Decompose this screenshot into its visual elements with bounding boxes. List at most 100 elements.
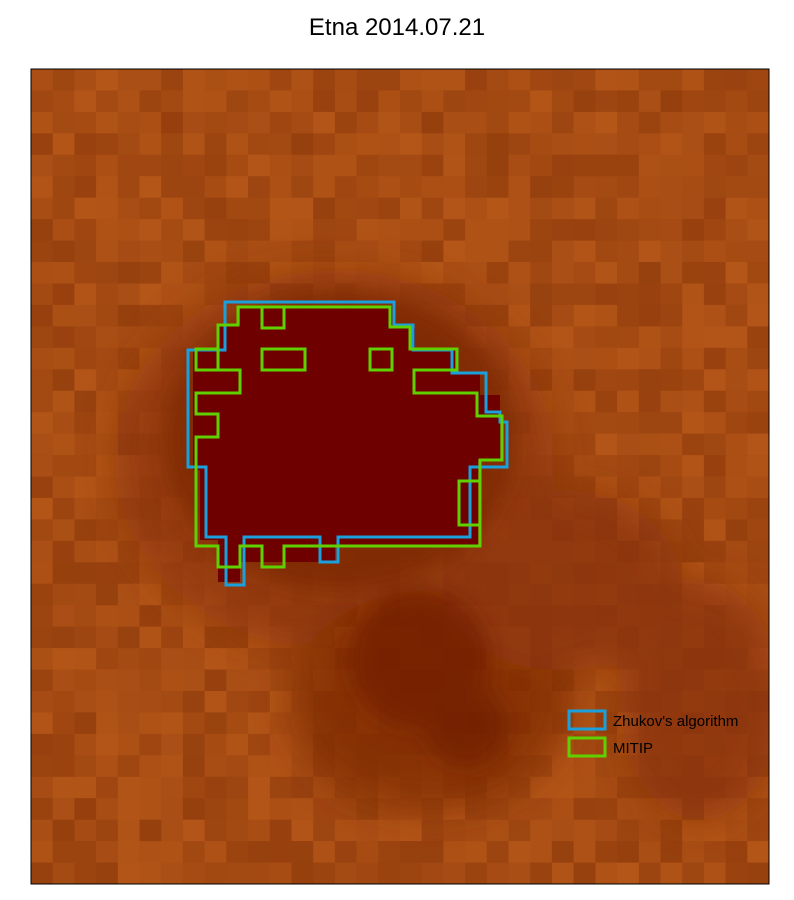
heatmap-cell xyxy=(313,176,336,199)
heatmap-cell xyxy=(551,455,575,478)
heatmap-cell xyxy=(356,219,379,242)
heatmap-cell xyxy=(96,283,119,306)
heatmap-cell xyxy=(703,369,727,392)
heatmap-cell xyxy=(617,433,640,456)
heatmap-cell xyxy=(161,819,184,842)
heatmap-cell xyxy=(378,197,401,220)
heatmap-cell xyxy=(465,862,488,884)
heatmap-cell xyxy=(31,111,54,134)
heatmap-cell xyxy=(52,862,75,884)
heatmap-cell xyxy=(96,455,119,478)
heatmap-cell xyxy=(31,390,54,413)
heatmap-cell xyxy=(74,733,97,756)
heatmap-cell xyxy=(486,176,510,199)
heatmap-cell xyxy=(204,176,227,199)
heatmap-cell xyxy=(96,562,119,585)
heatmap-cell xyxy=(595,283,618,306)
heatmap-cell xyxy=(117,669,141,692)
heatmap-cell xyxy=(52,304,75,327)
heatmap-cell xyxy=(74,240,97,263)
heatmap-cell xyxy=(443,90,466,113)
heatmap-cell xyxy=(551,862,575,884)
heatmap-cell xyxy=(465,283,488,306)
heatmap-cell xyxy=(421,111,444,134)
heatmap-cell xyxy=(421,262,444,284)
heatmap-cell xyxy=(638,262,662,284)
heatmap-cell xyxy=(617,176,640,199)
heatmap-cell xyxy=(291,111,314,134)
heatmap-cell xyxy=(530,862,553,884)
heatmap-cell xyxy=(356,90,379,113)
heatmap-cell xyxy=(139,755,162,778)
heatmap-cell xyxy=(139,691,162,713)
heatmap-cell xyxy=(182,669,206,692)
heatmap-cell xyxy=(660,304,683,327)
heatmap-cell xyxy=(747,433,769,456)
heatmap-cell xyxy=(52,197,75,220)
heatmap-cell xyxy=(31,648,54,671)
heatmap-cell xyxy=(573,176,596,199)
heatmap-cell xyxy=(703,412,727,435)
heatmap-cell xyxy=(595,412,618,435)
heatmap-cell xyxy=(638,326,662,349)
heatmap-cell xyxy=(74,90,97,113)
heatmap-cell xyxy=(96,176,119,199)
heatmap-cell xyxy=(52,455,75,478)
heatmap-cell xyxy=(682,390,705,413)
heatmap-cell xyxy=(356,176,379,199)
heatmap-cell xyxy=(595,369,618,392)
heatmap-cell xyxy=(117,90,141,113)
heatmap-cell xyxy=(486,197,510,220)
heatmap-cell xyxy=(74,712,97,735)
heatmap-cell xyxy=(378,154,401,177)
heatmap-cell xyxy=(465,219,488,242)
heatmap-cell xyxy=(139,648,162,671)
heatmap-cell xyxy=(551,69,575,91)
heatmap-cell xyxy=(52,605,75,628)
heatmap-cell xyxy=(96,583,119,606)
heatmap-cell xyxy=(486,798,510,821)
heatmap-cell xyxy=(96,390,119,413)
heatmap-cell xyxy=(703,133,727,156)
heatmap-cell xyxy=(551,262,575,284)
heatmap-cell xyxy=(96,819,119,842)
heatmap-cell xyxy=(117,562,141,585)
heatmap-cell xyxy=(400,262,423,284)
heatmap-cell xyxy=(31,605,54,628)
heatmap-cell xyxy=(161,605,184,628)
heatmap-cell xyxy=(682,69,705,91)
heatmap-cell xyxy=(226,648,249,671)
heatmap-cell xyxy=(31,755,54,778)
legend-label: Zhukov's algorithm xyxy=(613,713,738,730)
heatmap-cell xyxy=(660,240,683,263)
heatmap-cell xyxy=(226,776,249,799)
heatmap-cell xyxy=(248,669,271,692)
heatmap-cell xyxy=(248,712,271,735)
heatmap-cell xyxy=(530,154,553,177)
heatmap-cell xyxy=(248,219,271,242)
heatmap-cell xyxy=(74,455,97,478)
heatmap-cell xyxy=(31,262,54,284)
heatmap-cell xyxy=(400,133,423,156)
heatmap-cell xyxy=(31,455,54,478)
heatmap-cell xyxy=(96,733,119,756)
heatmap-cell xyxy=(226,176,249,199)
heatmap-cell xyxy=(682,412,705,435)
heatmap-cell xyxy=(508,819,531,842)
heatmap-cell xyxy=(31,819,54,842)
heatmap-cell xyxy=(117,154,141,177)
heatmap-cell xyxy=(573,819,596,842)
heatmap-cell xyxy=(334,240,358,263)
heatmap-cell xyxy=(248,776,271,799)
heatmap-cell xyxy=(421,240,444,263)
heatmap-cell xyxy=(74,176,97,199)
heatmap-cell xyxy=(117,197,141,220)
heatmap-cell xyxy=(334,154,358,177)
heatmap-cell xyxy=(117,583,141,606)
heatmap-cell xyxy=(595,326,618,349)
heatmap-cell xyxy=(96,605,119,628)
heatmap-cell xyxy=(725,519,748,542)
heatmap-cell xyxy=(530,176,553,199)
heatmap-cell xyxy=(139,154,162,177)
heatmap-cell xyxy=(595,691,618,713)
